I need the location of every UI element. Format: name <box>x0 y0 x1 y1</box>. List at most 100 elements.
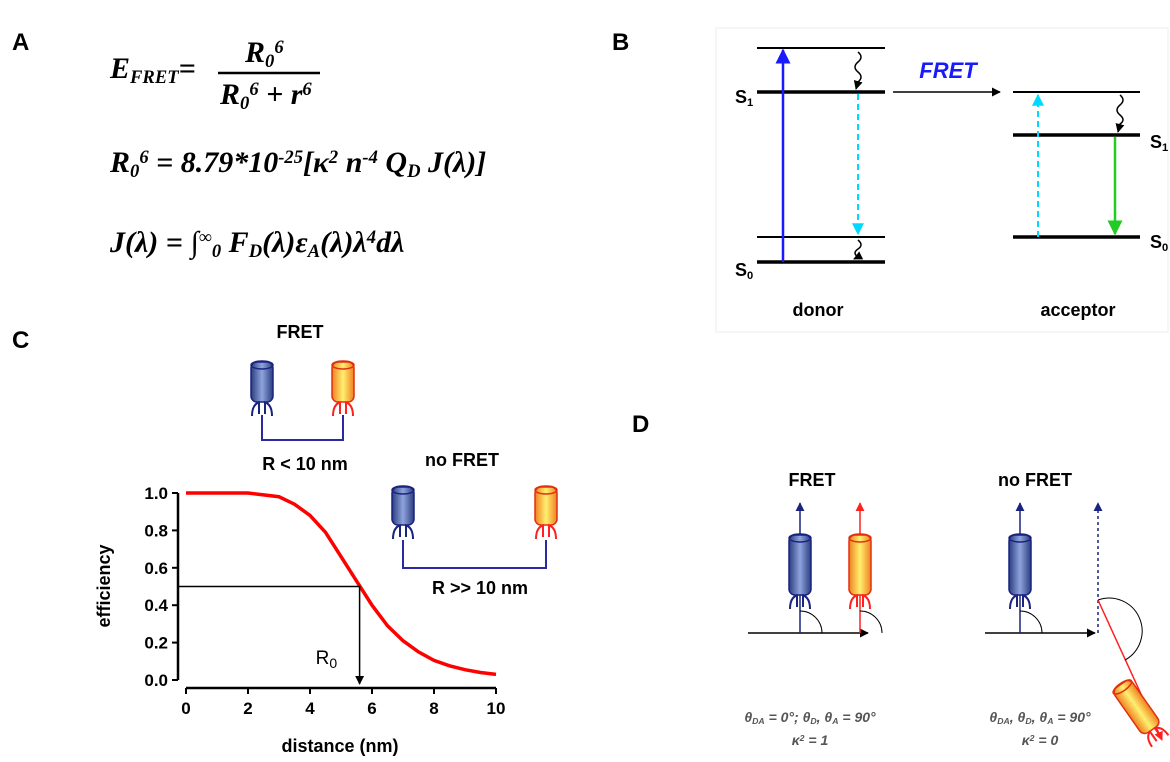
text-piece: D <box>810 716 817 726</box>
fluorophore-top <box>788 533 812 543</box>
fluorophore-body <box>331 361 355 403</box>
text-piece: -4 <box>362 147 378 168</box>
x-tick-label: 4 <box>305 699 315 718</box>
text-piece: J(λ)] <box>421 146 487 179</box>
fluorophore-legs <box>251 401 273 417</box>
donor-label: donor <box>793 300 844 320</box>
fluorophore-body <box>391 486 415 526</box>
y-tick-label: 0.0 <box>144 671 168 690</box>
equation: J(λ) = ∫∞0 FD(λ)εA(λ)λ4dλ <box>109 226 404 262</box>
state-label: S0 <box>735 260 753 282</box>
fluorophore <box>1008 533 1032 610</box>
y-tick-label: 0.6 <box>144 559 168 578</box>
text-piece: S <box>1150 132 1162 152</box>
fluorophore-body <box>788 534 812 596</box>
fluorophore-body <box>1008 534 1032 596</box>
fluorophore-top <box>331 360 355 370</box>
relaxation <box>853 239 864 260</box>
fluorophore-legs <box>1147 726 1170 748</box>
fluorophore-legs <box>535 524 557 540</box>
x-tick-label: 2 <box>243 699 252 718</box>
y-tick-label: 0.2 <box>144 634 168 653</box>
fluorophore-body <box>534 486 558 526</box>
acceptor-label: acceptor <box>1040 300 1115 320</box>
jablonski-diagram: FRET S1 S0 S1 S0 donor acceptor <box>715 27 1169 333</box>
fluorophore-top <box>391 485 415 495</box>
no-fret-label: no FRET <box>425 450 499 470</box>
text-piece: S <box>1150 232 1162 252</box>
text-piece: 0 <box>265 51 274 72</box>
text-piece: 0 <box>1162 242 1168 254</box>
text-piece: A <box>1046 716 1053 726</box>
equation: R06 = 8.79*10-25[κ2 n-4 QD J(λ)] <box>109 146 486 182</box>
text-piece: A <box>307 241 320 262</box>
text-piece: θ <box>989 709 997 725</box>
text-piece: θ <box>744 709 752 725</box>
fluorophore-body <box>1113 679 1160 735</box>
text-piece: DA <box>752 716 765 726</box>
relaxation <box>1115 94 1125 133</box>
fluorophore <box>534 485 558 540</box>
text-piece: (λ)λ <box>320 226 367 259</box>
fluorophore <box>1112 679 1170 748</box>
no-fret-label: no FRET <box>998 470 1072 490</box>
text-piece: + r <box>259 78 303 111</box>
text-piece: R <box>244 36 265 69</box>
equation: R06 + r6 <box>219 78 312 114</box>
text-piece: D <box>1025 716 1032 726</box>
x-tick-label: 0 <box>181 699 190 718</box>
fluorophore-top <box>534 485 558 495</box>
fluorophore <box>331 360 355 417</box>
fret-label: FRET <box>789 470 836 490</box>
x-tick-label: 10 <box>487 699 506 718</box>
text-piece: 4 <box>366 227 376 248</box>
y-axis-label: efficiency <box>94 544 114 627</box>
text-piece: κ <box>1022 732 1031 748</box>
r0-text: R <box>316 648 330 669</box>
text-piece: [κ <box>303 146 330 179</box>
text-piece: 6 <box>249 79 259 100</box>
text-piece: S <box>735 87 747 107</box>
text-piece: = 90° <box>839 709 877 725</box>
caption: κ2 = 0 <box>1022 732 1059 748</box>
text-piece: DA <box>997 716 1010 726</box>
fluorophore <box>788 533 812 610</box>
text-piece: D <box>406 161 420 182</box>
text-piece: 0 <box>130 161 139 182</box>
fluorophore-legs <box>849 594 871 610</box>
fluorophore-legs <box>789 594 811 610</box>
text-piece: R <box>219 78 240 111</box>
fluorophore-body <box>250 361 274 403</box>
text-piece: 6 <box>302 79 312 100</box>
fluorophore-legs <box>332 401 354 417</box>
text-piece: R <box>109 146 130 179</box>
text-piece: , θ <box>816 709 833 725</box>
y-tick-label: 0.8 <box>144 521 168 540</box>
fluorophore <box>391 485 415 540</box>
r0-sub: 0 <box>329 655 337 671</box>
text-piece: κ <box>792 732 801 748</box>
text-piece: A <box>831 716 838 726</box>
r0-guide <box>178 585 365 685</box>
text-piece: 0 <box>212 241 221 262</box>
text-piece: Q <box>378 146 407 179</box>
text-piece: 6 <box>139 147 149 168</box>
text-piece: E <box>109 52 130 85</box>
text-piece: , θ <box>1009 709 1026 725</box>
caption: θDA, θD, θA = 90° <box>989 709 1091 726</box>
state-label: S1 <box>735 87 753 109</box>
distance-label: R < 10 nm <box>262 454 348 474</box>
state-label: S0 <box>1150 232 1168 254</box>
text-piece: 2 <box>799 733 805 743</box>
text-piece: -25 <box>278 147 303 168</box>
x-tick-label: 8 <box>429 699 438 718</box>
text-piece: = 0 <box>1035 732 1059 748</box>
efficiency-curve <box>186 491 497 677</box>
state-label: S1 <box>1150 132 1168 154</box>
text-piece: D <box>248 241 262 262</box>
text-piece: J(λ) = ∫ <box>109 226 200 261</box>
fluorophore <box>250 360 274 417</box>
text-piece: 1 <box>1162 142 1168 154</box>
caption: κ2 = 1 <box>792 732 829 748</box>
